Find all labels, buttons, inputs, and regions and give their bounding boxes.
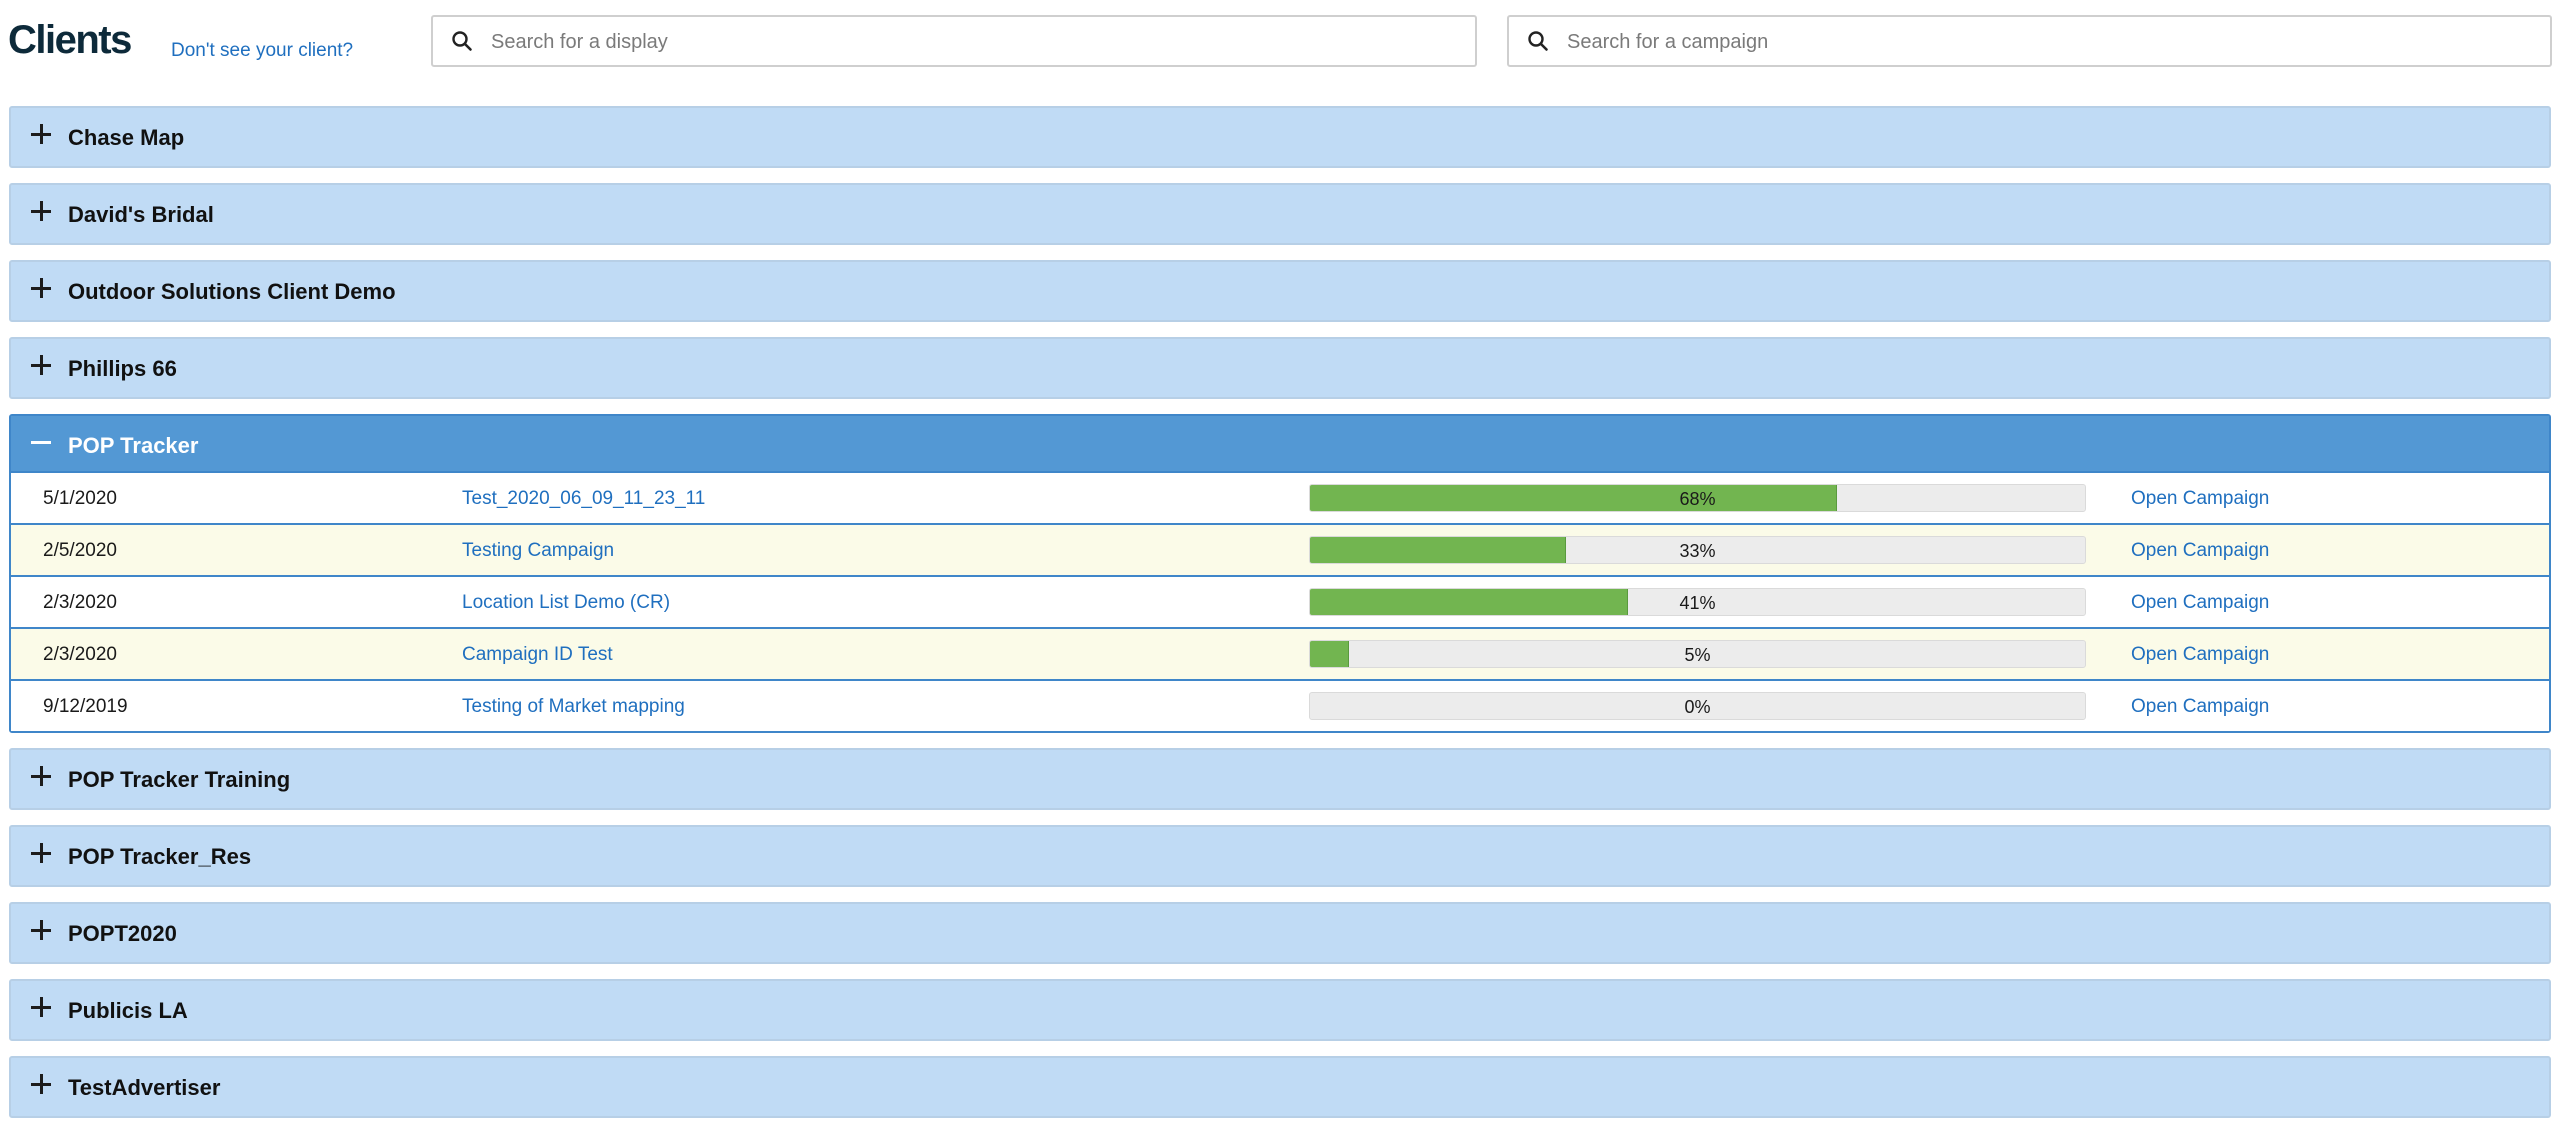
expand-icon[interactable]: [31, 920, 51, 940]
client-panel: Phillips 66: [9, 337, 2551, 399]
progress-label: 68%: [1679, 489, 1716, 509]
progress-label: 0%: [1684, 697, 1711, 717]
progress-fill: [1310, 485, 1837, 511]
client-name: POPT2020: [68, 921, 177, 946]
client-header-testadvertiser[interactable]: TestAdvertiser: [11, 1058, 2549, 1116]
open-campaign-link[interactable]: Open Campaign: [2131, 592, 2270, 613]
campaign-row: 5/1/2020 Test_2020_06_09_11_23_11 68% Op…: [11, 471, 2549, 523]
progress-fill: [1310, 589, 1628, 615]
expand-icon[interactable]: [31, 278, 51, 298]
client-name: Outdoor Solutions Client Demo: [68, 279, 396, 304]
campaign-progress-bar: 0%: [1309, 692, 2086, 720]
client-name: Publicis LA: [68, 998, 188, 1023]
campaign-name-link[interactable]: Location List Demo (CR): [462, 592, 671, 613]
client-name: Chase Map: [68, 125, 185, 150]
progress-fill: [1310, 641, 1349, 667]
campaign-date: 5/1/2020: [43, 488, 117, 509]
display-search-input[interactable]: [489, 17, 1465, 67]
client-name: David's Bridal: [68, 202, 214, 227]
progress-label: 41%: [1679, 593, 1716, 613]
expand-icon[interactable]: [31, 201, 51, 221]
collapse-icon[interactable]: [31, 432, 51, 452]
campaign-row: 9/12/2019 Testing of Market mapping 0% O…: [11, 679, 2549, 731]
client-name: TestAdvertiser: [68, 1075, 221, 1100]
campaign-row: 2/3/2020 Location List Demo (CR) 41% Ope…: [11, 575, 2549, 627]
open-campaign-link[interactable]: Open Campaign: [2131, 488, 2270, 509]
client-name: Phillips 66: [68, 356, 177, 381]
page-title: Clients: [8, 18, 132, 62]
client-header-outdoor-solutions[interactable]: Outdoor Solutions Client Demo: [11, 262, 2549, 320]
client-panel: POP Tracker_Res: [9, 825, 2551, 887]
search-icon: [1528, 31, 1548, 51]
client-header-chase-map[interactable]: Chase Map: [11, 108, 2549, 166]
open-campaign-link[interactable]: Open Campaign: [2131, 696, 2270, 717]
client-header-pop-tracker-res[interactable]: POP Tracker_Res: [11, 827, 2549, 885]
campaign-date: 2/3/2020: [43, 644, 117, 665]
client-panel: Chase Map: [9, 106, 2551, 168]
client-name: POP Tracker_Res: [68, 844, 252, 869]
client-panel-expanded: POP Tracker 5/1/2020 Test_2020_06_09_11_…: [9, 414, 2551, 733]
client-header-phillips-66[interactable]: Phillips 66: [11, 339, 2549, 397]
campaign-row: 2/5/2020 Testing Campaign 33% Open Campa…: [11, 523, 2549, 575]
client-list: Chase Map David's Bridal Outdoor Solutio…: [9, 106, 2551, 1133]
campaign-date: 9/12/2019: [43, 696, 128, 717]
open-campaign-link[interactable]: Open Campaign: [2131, 540, 2270, 561]
campaign-date: 2/5/2020: [43, 540, 117, 561]
progress-label: 33%: [1679, 541, 1716, 561]
campaign-row: 2/3/2020 Campaign ID Test 5% Open Campai…: [11, 627, 2549, 679]
campaign-progress-bar: 68%: [1309, 484, 2086, 512]
campaign-progress-bar: 33%: [1309, 536, 2086, 564]
expand-icon[interactable]: [31, 997, 51, 1017]
progress-label: 5%: [1684, 645, 1711, 665]
campaign-name-link[interactable]: Testing of Market mapping: [462, 696, 685, 717]
campaign-progress-bar: 5%: [1309, 640, 2086, 668]
campaign-date: 2/3/2020: [43, 592, 117, 613]
campaign-name-link[interactable]: Testing Campaign: [462, 540, 615, 561]
open-campaign-link[interactable]: Open Campaign: [2131, 644, 2270, 665]
client-panel: TestAdvertiser: [9, 1056, 2551, 1118]
client-header-popt2020[interactable]: POPT2020: [11, 904, 2549, 962]
page-header: Clients Don't see your client?: [0, 0, 2560, 90]
campaign-name-link[interactable]: Test_2020_06_09_11_23_11: [462, 488, 706, 509]
client-name: POP Tracker Training: [68, 767, 291, 792]
client-header-pop-tracker-training[interactable]: POP Tracker Training: [11, 750, 2549, 808]
campaign-progress-bar: 41%: [1309, 588, 2086, 616]
client-panel: Outdoor Solutions Client Demo: [9, 260, 2551, 322]
expand-icon[interactable]: [31, 1074, 51, 1094]
campaign-name-link[interactable]: Campaign ID Test: [462, 644, 613, 665]
client-header-pop-tracker[interactable]: POP Tracker: [11, 416, 2549, 471]
client-header-davids-bridal[interactable]: David's Bridal: [11, 185, 2549, 243]
expand-icon[interactable]: [31, 766, 51, 786]
client-panel: POPT2020: [9, 902, 2551, 964]
search-icon: [452, 31, 472, 51]
expand-icon[interactable]: [31, 124, 51, 144]
campaign-search-input[interactable]: [1565, 17, 2540, 67]
client-header-publicis-la[interactable]: Publicis LA: [11, 981, 2549, 1039]
expand-icon[interactable]: [31, 843, 51, 863]
missing-client-link[interactable]: Don't see your client?: [171, 40, 354, 61]
campaign-search-box[interactable]: [1507, 15, 2552, 67]
client-name: POP Tracker: [68, 433, 199, 458]
client-panel: David's Bridal: [9, 183, 2551, 245]
progress-fill: [1310, 537, 1566, 563]
expand-icon[interactable]: [31, 355, 51, 375]
display-search-box[interactable]: [431, 15, 1477, 67]
client-panel: Publicis LA: [9, 979, 2551, 1041]
client-panel: POP Tracker Training: [9, 748, 2551, 810]
